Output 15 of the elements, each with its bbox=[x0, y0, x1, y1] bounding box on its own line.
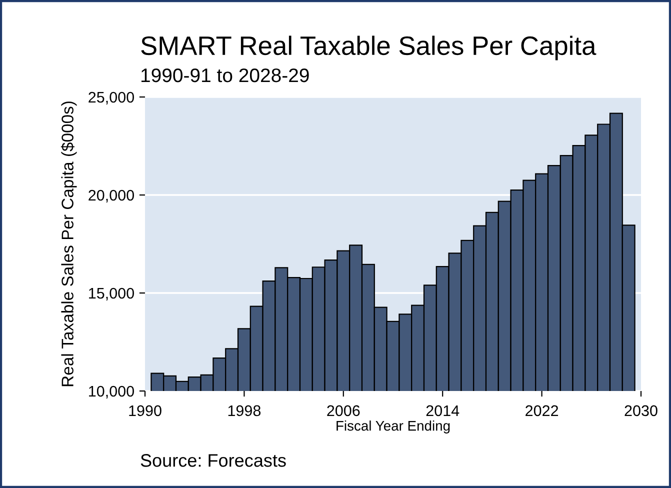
chart-subtitle: 1990-91 to 2028-29 bbox=[141, 68, 309, 82]
x-axis-title: Fiscal Year Ending bbox=[336, 420, 450, 434]
x-tick-label: 1990 bbox=[129, 405, 162, 416]
x-tick-label: 2022 bbox=[526, 405, 558, 416]
x-tick-label: 1998 bbox=[228, 405, 261, 416]
y-tick-label: 20,000 bbox=[88, 190, 134, 202]
y-axis-title: Real Taxable Sales Per Capita ($000s) bbox=[60, 102, 77, 386]
y-tick-label: 15,000 bbox=[89, 288, 134, 300]
source-note: Source: Forecasts bbox=[140, 454, 286, 467]
y-tick-label: 10,000 bbox=[89, 386, 134, 398]
x-tick-label: 2006 bbox=[327, 405, 360, 416]
x-tick-label: 2014 bbox=[426, 405, 460, 416]
y-tick-label: 25,000 bbox=[88, 92, 134, 104]
x-tick-label: 2030 bbox=[624, 405, 658, 416]
chart-title: SMART Real Taxable Sales Per Capita bbox=[141, 36, 596, 60]
